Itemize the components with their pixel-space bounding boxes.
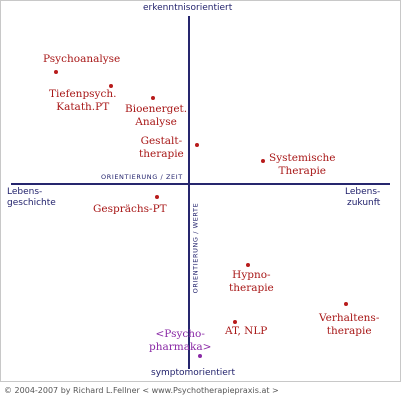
dot-gespraechs [155, 195, 159, 199]
therapy-gespraechs: Gesprächs-PT [93, 203, 167, 215]
therapy-psychoanalyse: Psychoanalyse [43, 53, 121, 65]
vertical-axis [188, 16, 190, 369]
therapy-psychopharmaka: <Psycho- pharmaka> [149, 328, 212, 353]
horizontal-axis-caption: ORIENTIERUNG / ZEIT [101, 173, 183, 181]
therapy-gestalt: Gestalt- therapie [139, 135, 184, 160]
therapy-systemische: Systemische Therapie [269, 152, 336, 177]
copyright-footer: © 2004-2007 by Richard L.Fellner < www.P… [4, 386, 279, 395]
pole-right-label: Lebens- zukunft [345, 187, 381, 208]
dot-gestalt [195, 143, 199, 147]
therapy-bioenerget: Bioenerget. Analyse [125, 103, 188, 128]
pole-left-label: Lebens- geschichte [7, 187, 56, 208]
therapy-hypno: Hypno- therapie [229, 269, 274, 294]
dot-verhaltens [344, 302, 348, 306]
vertical-axis-caption: ORIENTIERUNG / WERTE [191, 202, 200, 294]
dot-tiefenpsych [109, 84, 113, 88]
dot-psychopharmaka [198, 354, 202, 358]
dot-systemische [261, 159, 265, 163]
dot-hypno [246, 263, 250, 267]
therapy-verhaltens: Verhaltens- therapie [319, 312, 380, 337]
dot-psychoanalyse [54, 70, 58, 74]
pole-top-label: erkenntnisorientiert [143, 3, 233, 13]
diagram-frame: erkenntnisorientiert symptomorientiert L… [0, 0, 401, 382]
dot-at-nlp [233, 320, 237, 324]
therapy-at-nlp: AT, NLP [225, 325, 268, 337]
pole-bottom-label: symptomorientiert [151, 368, 236, 378]
horizontal-axis [11, 183, 390, 185]
therapy-tiefenpsych: Tiefenpsych. Katath.PT [49, 88, 117, 113]
dot-bioenerget [151, 96, 155, 100]
